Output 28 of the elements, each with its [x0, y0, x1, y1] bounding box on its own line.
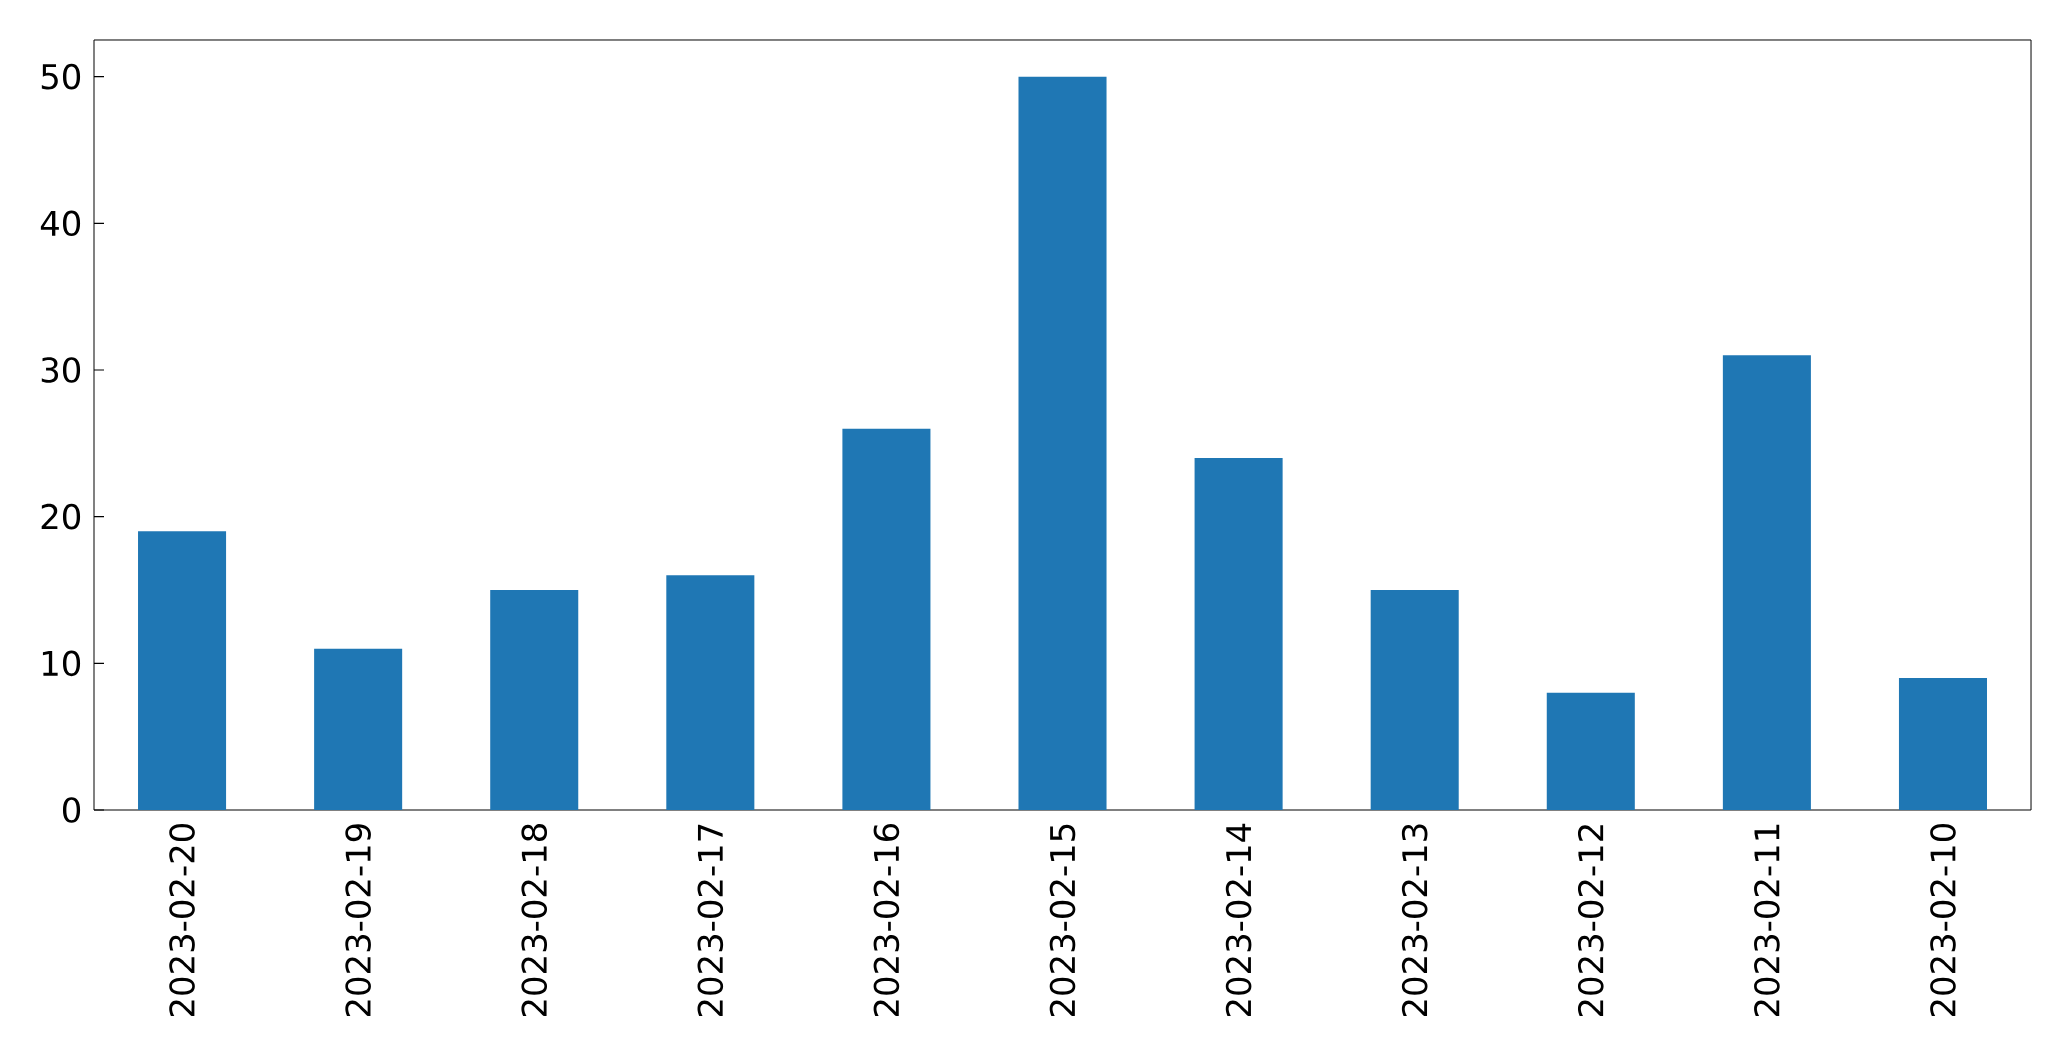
x-tick-label: 2023-02-16 [873, 823, 900, 1017]
y-tick-label: 20 [41, 503, 81, 530]
x-tick-label: 2023-02-19 [345, 824, 371, 1017]
x-tick-label: 2023-02-15 [1049, 824, 1076, 1017]
bar [314, 648, 403, 810]
x-tick-label: 2023-02-14 [1225, 823, 1252, 1017]
bar [1546, 692, 1635, 810]
y-tick-label: 30 [41, 357, 81, 383]
x-tick-label: 2023-02-12 [1577, 825, 1604, 1017]
bar [1370, 590, 1459, 810]
bar [1898, 678, 1987, 810]
x-tick-label: 2023-02-20 [169, 823, 195, 1017]
bar [138, 531, 227, 810]
x-tick-label: 2023-02-13 [1401, 824, 1428, 1017]
y-tick-label: 40 [40, 210, 81, 237]
y-tick-label: 0 [62, 797, 81, 823]
bar [842, 428, 931, 810]
bar [666, 575, 755, 810]
bar [1722, 355, 1811, 810]
x-tick-label: 2023-02-17 [697, 824, 724, 1017]
bar [1018, 76, 1107, 810]
y-tick-label: 50 [41, 63, 81, 90]
x-tick-label: 2023-02-10 [1930, 823, 1956, 1017]
bar [1194, 457, 1283, 810]
x-tick-label: 2023-02-11 [1754, 824, 1780, 1017]
y-tick-label: 10 [42, 650, 81, 677]
bar [490, 590, 579, 810]
x-tick-label: 2023-02-18 [521, 824, 548, 1017]
